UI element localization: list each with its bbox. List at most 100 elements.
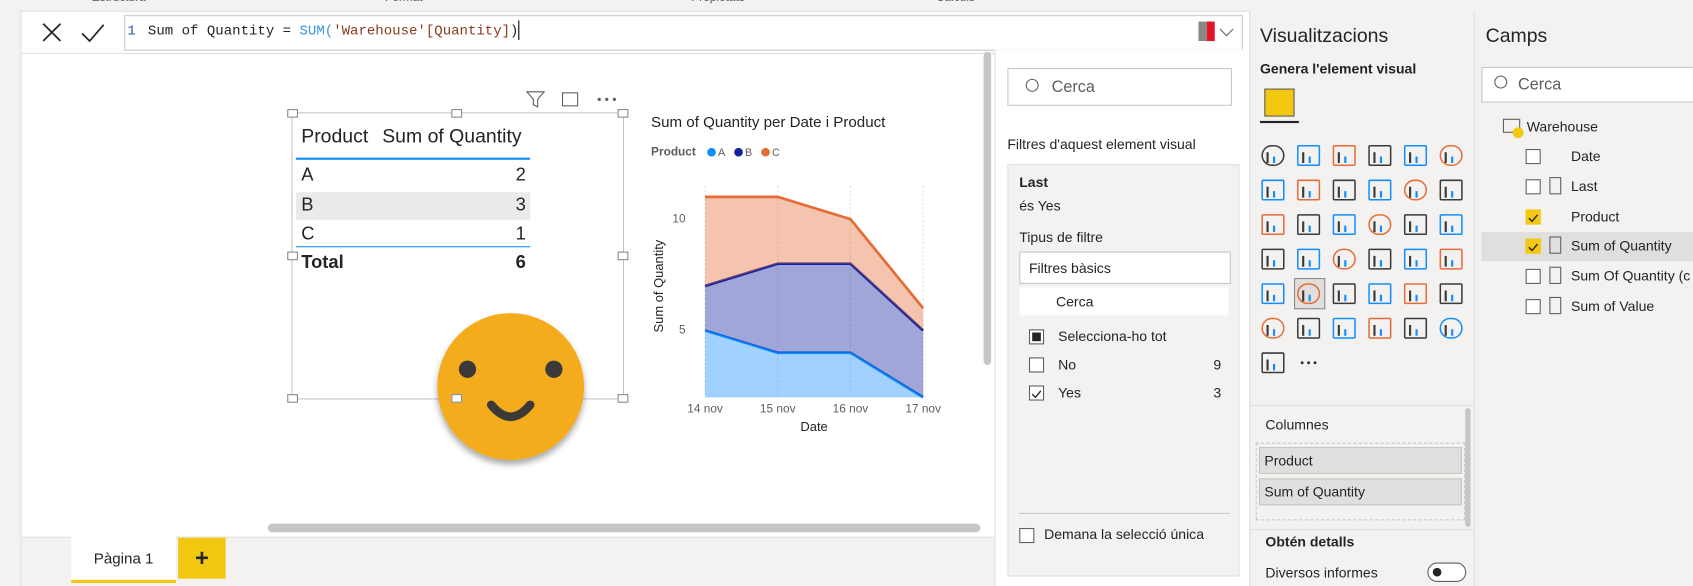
resize-handle[interactable] — [451, 109, 463, 118]
resize-handle[interactable] — [617, 109, 629, 118]
checkbox[interactable] — [1028, 357, 1045, 373]
viz-icon[interactable] — [1403, 317, 1428, 339]
viz-icon[interactable] — [1368, 283, 1392, 305]
build-icon — [1264, 88, 1295, 117]
legend-marker — [707, 147, 716, 157]
viz-icon[interactable] — [1332, 283, 1356, 305]
fields-search[interactable] — [1481, 66, 1693, 103]
build-tab[interactable] — [1260, 84, 1299, 124]
viz-icon[interactable] — [1332, 248, 1356, 270]
field-name[interactable]: Sum Of Quantity (c — [1570, 267, 1691, 285]
commit-icon[interactable] — [81, 24, 105, 43]
viz-icon[interactable] — [1332, 145, 1356, 166]
field-checkbox[interactable] — [1525, 148, 1541, 165]
table-header: Product — [301, 125, 369, 147]
field-name[interactable]: Sum of Value — [1570, 297, 1655, 315]
filter-value-search[interactable]: Cerca — [1019, 287, 1229, 316]
viz-icon[interactable] — [1403, 145, 1428, 166]
viz-icon[interactable] — [1261, 352, 1285, 374]
resize-handle[interactable] — [451, 394, 463, 403]
viz-icon[interactable] — [1297, 179, 1321, 201]
viz-icon[interactable] — [1368, 214, 1392, 236]
viz-icon[interactable] — [1368, 317, 1392, 339]
viz-icon[interactable] — [1403, 248, 1428, 270]
checkbox[interactable] — [1019, 527, 1035, 544]
table-cell: 3 — [515, 193, 526, 215]
viz-icon[interactable] — [1368, 145, 1392, 166]
viz-icon[interactable] — [1332, 179, 1356, 201]
resize-handle[interactable] — [287, 251, 298, 261]
table-cell: A — [301, 164, 314, 185]
viz-icon[interactable] — [1439, 283, 1463, 305]
formula-part: 'Warehouse'[Quantity] — [333, 22, 511, 39]
viz-icon[interactable] — [1368, 179, 1392, 201]
field-checkbox[interactable] — [1525, 299, 1541, 315]
viz-icon[interactable] — [1439, 248, 1463, 270]
table-icon — [1502, 118, 1521, 133]
area-line — [705, 195, 925, 310]
field-checkbox[interactable] — [1525, 269, 1541, 285]
filter-option: Yes — [1058, 384, 1082, 401]
viz-icon[interactable] — [1297, 214, 1321, 236]
filter-icon[interactable] — [525, 91, 546, 108]
well-item[interactable]: Sum of Quantity — [1258, 478, 1462, 506]
add-page[interactable]: + — [178, 537, 226, 579]
viz-icon[interactable] — [1297, 248, 1321, 270]
formula-expand[interactable] — [1218, 26, 1235, 39]
ribbon-tab[interactable]: Propietats — [686, 0, 751, 4]
field-checkbox[interactable] — [1525, 179, 1541, 195]
filter-type-dropdown[interactable]: Filtres bàsics — [1019, 251, 1231, 284]
viz-icon[interactable] — [1439, 214, 1463, 236]
cancel-icon[interactable] — [42, 23, 62, 42]
well-item[interactable]: Product — [1258, 446, 1462, 474]
field-name[interactable]: Date — [1570, 147, 1601, 165]
resize-handle[interactable] — [617, 251, 629, 261]
viz-icon[interactable] — [1297, 317, 1321, 339]
field-name[interactable]: Last — [1570, 177, 1598, 195]
resize-handle[interactable] — [287, 394, 298, 403]
formula-box[interactable] — [124, 15, 1243, 51]
viz-icon[interactable] — [1261, 317, 1285, 339]
area-line — [704, 329, 924, 399]
focus-icon[interactable] — [561, 92, 579, 107]
ribbon-tab[interactable]: Càlculs — [923, 0, 988, 4]
viz-icon[interactable] — [1439, 179, 1463, 201]
field-checkbox[interactable] — [1525, 239, 1541, 255]
field-name[interactable]: Product — [1570, 207, 1620, 225]
viz-icon[interactable] — [1332, 317, 1356, 339]
checkbox[interactable] — [1028, 385, 1045, 401]
ribbon-tab[interactable]: Estructura — [86, 0, 151, 4]
filter-search[interactable] — [1007, 68, 1232, 106]
viz-icon[interactable] — [1297, 145, 1321, 166]
checkbox[interactable] — [1028, 329, 1045, 345]
viz-icon[interactable] — [1261, 179, 1285, 201]
viz-icon[interactable] — [1439, 145, 1463, 166]
viz-icon[interactable] — [1261, 214, 1285, 236]
resize-handle[interactable] — [287, 109, 298, 118]
total-label: Total — [301, 251, 344, 273]
field-name[interactable]: Sum of Quantity — [1570, 237, 1672, 255]
table-name: Warehouse — [1526, 118, 1598, 135]
viz-icon[interactable] — [1403, 283, 1428, 305]
toggle[interactable] — [1427, 562, 1467, 582]
field-checkbox[interactable] — [1525, 209, 1541, 225]
viz-icon[interactable] — [1261, 248, 1285, 270]
viz-icon[interactable] — [1297, 283, 1321, 305]
viz-icon[interactable] — [1403, 179, 1428, 201]
page-tab[interactable]: Pàgina 1 — [71, 536, 176, 584]
more-dot[interactable] — [597, 97, 601, 101]
resize-handle[interactable] — [617, 394, 629, 403]
filter-value-search-text: Cerca — [1055, 293, 1094, 310]
filter-card[interactable]: Last és Yes Tipus de filtre Filtres bàsics C… — [1007, 164, 1240, 577]
more-dot — [605, 97, 609, 101]
viz-icon[interactable] — [1261, 145, 1285, 166]
formula-buttons — [42, 23, 105, 43]
viz-icon[interactable] — [1403, 214, 1428, 236]
viz-icon[interactable] — [1439, 317, 1463, 339]
viz-icon[interactable] — [1368, 248, 1392, 270]
visual-header-icons — [525, 91, 616, 108]
filter-count: 9 — [1213, 356, 1222, 373]
viz-icon[interactable] — [1261, 283, 1285, 305]
viz-icon[interactable] — [1332, 214, 1356, 236]
ribbon-tab[interactable]: Format — [371, 0, 436, 4]
